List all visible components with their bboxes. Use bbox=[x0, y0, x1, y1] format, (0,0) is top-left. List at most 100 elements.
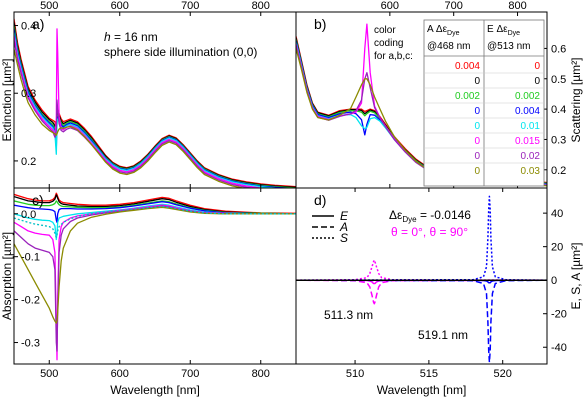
ylabel-c: Absorption [µm²] bbox=[0, 232, 14, 320]
legend-subheader-0: @468 nm bbox=[427, 41, 471, 52]
annotation-h-symbol: h bbox=[104, 30, 111, 44]
xtick-label-a-0: 500 bbox=[40, 0, 58, 12]
ytick-label-d-1: 20 bbox=[551, 242, 563, 254]
xtick-label-a-3: 800 bbox=[252, 0, 270, 12]
xtick-label-b-1: 700 bbox=[445, 0, 463, 12]
legend-header-main: A Δε bbox=[427, 24, 448, 35]
series-line-c-8 bbox=[14, 205, 296, 239]
xtick-label-c-2: 700 bbox=[181, 368, 199, 380]
annotation-h-value: = 16 nm bbox=[111, 30, 158, 44]
legend-row-a-4: 0 bbox=[474, 121, 480, 132]
ytick-label-b-0: 0.2 bbox=[551, 165, 566, 177]
series-line-c-3 bbox=[14, 201, 296, 223]
annotation-de-sub: Dye bbox=[402, 215, 417, 224]
legend-header-0: A ΔεDye bbox=[427, 24, 460, 37]
plot-area-d bbox=[296, 195, 547, 364]
series-line-c-4 bbox=[14, 203, 296, 241]
legend-row-a-5: 0 bbox=[474, 136, 480, 147]
ylabel-a: Extinction [µm²] bbox=[0, 59, 14, 142]
xtick-label-c-0: 500 bbox=[40, 368, 58, 380]
panel-label-a: a) bbox=[32, 16, 44, 32]
series-line-a-4 bbox=[14, 32, 285, 188]
legend-row-e-2: 0.002 bbox=[515, 91, 540, 102]
series-line-d-4 bbox=[296, 279, 547, 364]
legend-row-a-6: 0 bbox=[474, 151, 480, 162]
panel-label-d: d) bbox=[314, 192, 326, 208]
series-line-a-7 bbox=[14, 49, 247, 188]
legend-row-e-4: 0.01 bbox=[521, 121, 541, 132]
legend-header-1: E ΔεDye bbox=[487, 24, 520, 37]
legend-row-e-6: 0.02 bbox=[521, 151, 541, 162]
annotation-de-value: = -0.0146 bbox=[417, 208, 472, 222]
legend-row-e-3: 0.004 bbox=[515, 106, 540, 117]
legend-subheader-1: @513 nm bbox=[487, 41, 531, 52]
xtick-label-b-2: 800 bbox=[508, 0, 526, 12]
legend-header-sub: Dye bbox=[508, 30, 521, 37]
legend-title-1: coding bbox=[374, 38, 403, 49]
ytick-label-a-1: 0.3 bbox=[21, 88, 36, 100]
legend-row-a-0: 0.004 bbox=[455, 61, 480, 72]
plot-area-c bbox=[14, 192, 296, 361]
legend-label-A: A bbox=[339, 220, 348, 234]
ytick-label-b-4: 0.6 bbox=[551, 43, 566, 55]
legend-label-E: E bbox=[340, 209, 349, 223]
legend-row-e-7: 0.03 bbox=[521, 166, 541, 177]
xtick-label-a-2: 700 bbox=[181, 0, 199, 12]
series-line-d-1 bbox=[296, 279, 547, 305]
ytick-label-b-1: 0.3 bbox=[551, 134, 566, 146]
panel-label-b: b) bbox=[314, 16, 326, 32]
legend-row-a-7: 0 bbox=[474, 166, 480, 177]
panel-d: 510 515 520 40 20 0 -20 -40 E, S, A [µm²] Wavelen… bbox=[295, 187, 583, 397]
panel-a: 500 600 700 800 0.2 0.3 0.4 Extinction [µm²] a) h… bbox=[0, 0, 297, 189]
ytick-label-d-0: 40 bbox=[551, 208, 563, 220]
ytick-label-b-2: 0.4 bbox=[551, 104, 566, 116]
ytick-label-c-1: -0.1 bbox=[21, 252, 40, 264]
series-line-a-5 bbox=[14, 28, 268, 188]
peak-label-0: 511.3 nm bbox=[324, 308, 373, 322]
series-line-c-2 bbox=[14, 200, 296, 215]
xtick-label-c-3: 800 bbox=[252, 368, 270, 380]
ytick-label-a-2: 0.4 bbox=[21, 21, 36, 33]
xlabel-d: Wavelength [nm] bbox=[377, 383, 467, 397]
ytick-label-d-3: -20 bbox=[551, 309, 567, 321]
ytick-label-c-3: -0.3 bbox=[21, 338, 40, 350]
series-line-d-0 bbox=[296, 259, 547, 281]
ytick-label-d-2: 0 bbox=[551, 275, 557, 287]
legend-row-e-5: 0.015 bbox=[515, 136, 540, 147]
annotation-thickness: h = 16 nm bbox=[104, 30, 158, 44]
xlabel-c: Wavelength [nm] bbox=[110, 383, 200, 397]
legend-title-2: for a,b,c: bbox=[374, 51, 413, 62]
peak-label-1: 519.1 nm bbox=[418, 328, 468, 342]
frame-d bbox=[295, 187, 548, 365]
legend-header-main: E Δε bbox=[487, 24, 508, 35]
legend-row-e-0: 0 bbox=[534, 61, 540, 72]
ytick-label-c-2: -0.2 bbox=[21, 295, 40, 307]
series-line-d-3 bbox=[296, 195, 547, 281]
series-line-c-5 bbox=[14, 204, 296, 361]
xtick-label-d-0: 510 bbox=[346, 368, 364, 380]
legend-header-sub: Dye bbox=[447, 30, 460, 37]
xtick-label-c-1: 600 bbox=[111, 368, 129, 380]
ylabel-b: Scattering [µm²] bbox=[569, 58, 583, 143]
panel-c: 500 600 700 800 0.0 -0.1 -0.2 -0.3 Absorption [µ… bbox=[0, 187, 297, 397]
xtick-label-d-2: 520 bbox=[494, 368, 512, 380]
ylabel-d: E, S, A [µm²] bbox=[569, 243, 583, 310]
series-line-c-7 bbox=[14, 206, 296, 324]
legend-title-0: color bbox=[374, 25, 396, 36]
legend-row-e-1: 0 bbox=[534, 76, 540, 87]
xtick-label-d-1: 515 bbox=[420, 368, 438, 380]
series-line-c-1 bbox=[14, 194, 296, 215]
ytick-label-b-3: 0.5 bbox=[551, 74, 566, 86]
annotation-delta-eps: ΔεDye = -0.0146 bbox=[389, 208, 471, 224]
plot-area-a bbox=[14, 18, 296, 188]
ytick-label-c-0: 0.0 bbox=[21, 209, 36, 221]
ytick-label-a-0: 0.2 bbox=[21, 156, 36, 168]
xtick-label-a-1: 600 bbox=[111, 0, 129, 12]
annotation-theta: θ = 0°, θ = 90° bbox=[391, 225, 468, 239]
annotation-de-symbol: Δε bbox=[389, 208, 403, 222]
legend-row-a-2: 0.002 bbox=[455, 91, 480, 102]
ytick-label-d-4: -40 bbox=[551, 342, 567, 354]
legend-label-S: S bbox=[340, 231, 348, 245]
series-line-c-6 bbox=[14, 205, 296, 352]
